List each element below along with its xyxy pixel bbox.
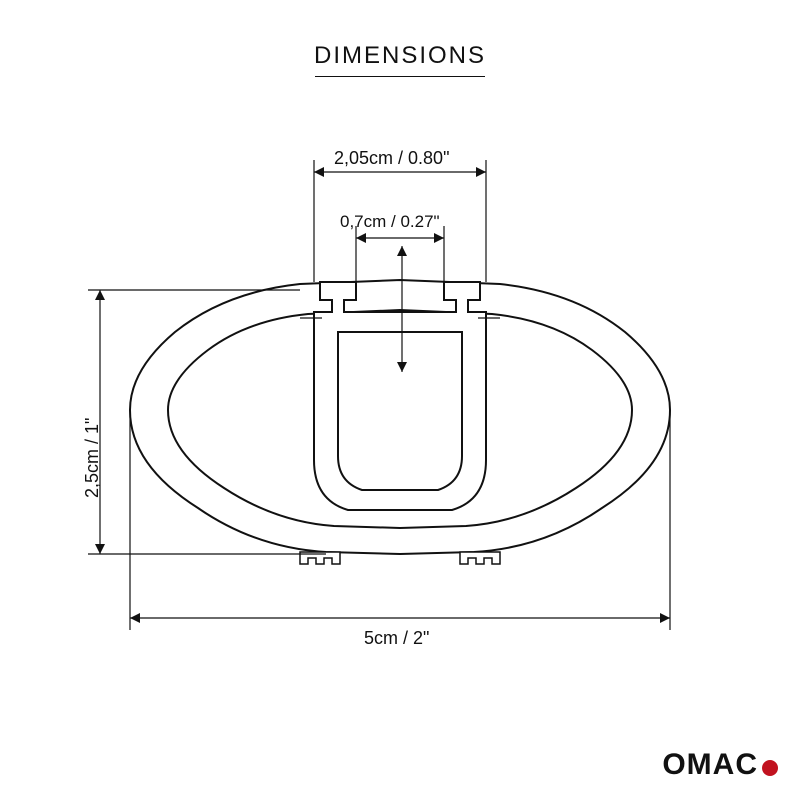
technical-drawing xyxy=(0,0,800,800)
brand-logo: OMAC xyxy=(662,748,778,782)
brand-text: OMAC xyxy=(662,748,758,782)
brand-dot-icon xyxy=(762,760,778,776)
